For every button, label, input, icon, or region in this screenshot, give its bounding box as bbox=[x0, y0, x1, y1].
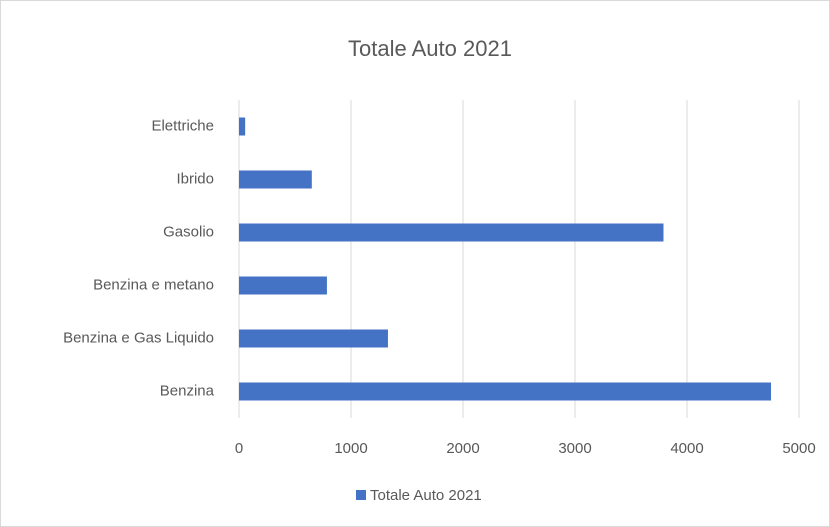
chart-title: Totale Auto 2021 bbox=[348, 36, 512, 61]
y-tick-label: Elettriche bbox=[151, 117, 214, 134]
legend-label: Totale Auto 2021 bbox=[370, 487, 482, 504]
bar bbox=[239, 329, 388, 348]
y-tick-label: Gasolio bbox=[163, 223, 214, 240]
x-tick-label: 2000 bbox=[446, 440, 479, 457]
bar bbox=[239, 170, 312, 189]
x-tick-label: 1000 bbox=[334, 440, 367, 457]
y-tick-label: Benzina e metano bbox=[93, 276, 214, 293]
x-tick-label: 3000 bbox=[558, 440, 591, 457]
x-tick-label: 4000 bbox=[670, 440, 703, 457]
bar bbox=[239, 223, 664, 242]
x-tick-label: 0 bbox=[235, 440, 243, 457]
x-tick-label: 5000 bbox=[782, 440, 815, 457]
bar bbox=[239, 382, 771, 401]
y-tick-label: Benzina e Gas Liquido bbox=[63, 329, 214, 346]
legend-swatch bbox=[356, 490, 366, 500]
y-tick-label: Benzina bbox=[160, 382, 215, 399]
bar bbox=[239, 117, 246, 136]
bar bbox=[239, 276, 327, 295]
y-tick-label: Ibrido bbox=[176, 170, 214, 187]
